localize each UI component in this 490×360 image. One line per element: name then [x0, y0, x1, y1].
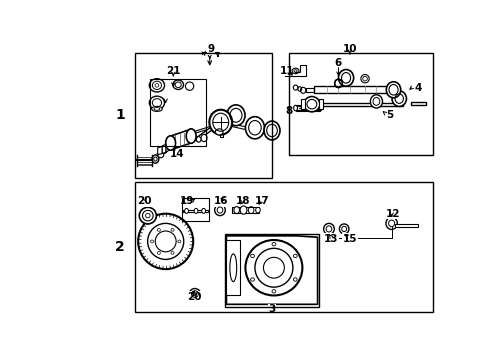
Ellipse shape [202, 208, 206, 213]
Text: 19: 19 [179, 196, 194, 206]
Text: 2: 2 [115, 240, 125, 254]
Ellipse shape [339, 69, 354, 86]
Polygon shape [285, 66, 306, 76]
Text: 21: 21 [166, 66, 180, 76]
Text: 6: 6 [335, 58, 342, 68]
Polygon shape [232, 207, 259, 213]
Ellipse shape [189, 288, 200, 300]
Bar [224, 234, 319, 307]
Ellipse shape [185, 208, 189, 213]
Ellipse shape [149, 96, 165, 109]
Polygon shape [231, 123, 274, 136]
Ellipse shape [386, 82, 401, 98]
Ellipse shape [294, 105, 297, 111]
Ellipse shape [340, 224, 349, 234]
Ellipse shape [264, 121, 280, 140]
Ellipse shape [256, 207, 260, 213]
Text: 3: 3 [269, 304, 276, 314]
Text: 20: 20 [138, 196, 152, 206]
Polygon shape [171, 129, 191, 150]
Text: 9: 9 [208, 44, 215, 54]
Ellipse shape [209, 110, 232, 135]
Ellipse shape [392, 91, 406, 107]
Polygon shape [301, 99, 305, 109]
Polygon shape [314, 86, 388, 93]
Text: 10: 10 [343, 44, 357, 54]
Text: 5: 5 [386, 110, 393, 120]
Text: 14: 14 [170, 149, 184, 159]
Ellipse shape [194, 208, 198, 213]
Polygon shape [318, 99, 322, 109]
Ellipse shape [149, 79, 165, 92]
Text: 18: 18 [236, 196, 251, 206]
Ellipse shape [234, 207, 240, 213]
Ellipse shape [185, 82, 194, 90]
Polygon shape [196, 126, 213, 141]
Ellipse shape [386, 217, 397, 229]
Bar [150, 79, 206, 146]
Text: 11: 11 [280, 66, 294, 76]
Polygon shape [212, 126, 226, 138]
Text: 20: 20 [187, 292, 201, 302]
Polygon shape [158, 147, 162, 155]
Text: 1: 1 [115, 108, 125, 122]
Ellipse shape [324, 223, 334, 234]
Bar [135, 182, 433, 312]
Ellipse shape [216, 129, 223, 135]
Ellipse shape [201, 134, 207, 141]
Ellipse shape [245, 117, 265, 139]
Ellipse shape [215, 204, 225, 216]
Ellipse shape [173, 80, 184, 90]
Polygon shape [321, 103, 403, 107]
Polygon shape [183, 210, 208, 212]
Polygon shape [395, 225, 418, 227]
Polygon shape [296, 107, 319, 110]
Ellipse shape [139, 207, 156, 224]
Ellipse shape [240, 206, 247, 214]
Bar [182, 198, 209, 221]
Text: 15: 15 [343, 234, 357, 244]
Ellipse shape [196, 136, 201, 142]
Ellipse shape [361, 75, 369, 83]
Ellipse shape [147, 223, 184, 260]
Text: 16: 16 [214, 196, 228, 206]
Ellipse shape [151, 107, 162, 111]
Polygon shape [226, 236, 318, 304]
Ellipse shape [245, 240, 302, 296]
Ellipse shape [370, 95, 383, 108]
Ellipse shape [138, 214, 193, 269]
Polygon shape [226, 240, 240, 296]
Polygon shape [166, 142, 169, 152]
Text: 12: 12 [386, 209, 401, 219]
Bar [135, 53, 272, 177]
Ellipse shape [304, 96, 320, 112]
Ellipse shape [230, 254, 237, 282]
Polygon shape [306, 87, 314, 92]
Bar [289, 53, 434, 156]
Ellipse shape [186, 129, 196, 143]
Ellipse shape [166, 136, 175, 150]
Text: 8: 8 [286, 106, 293, 116]
Polygon shape [191, 126, 213, 134]
Text: 13: 13 [323, 234, 338, 244]
Text: 17: 17 [255, 196, 270, 206]
Text: 7: 7 [209, 113, 217, 123]
Polygon shape [411, 102, 426, 105]
Text: 4: 4 [415, 82, 422, 93]
Ellipse shape [227, 105, 245, 126]
Polygon shape [162, 144, 166, 153]
